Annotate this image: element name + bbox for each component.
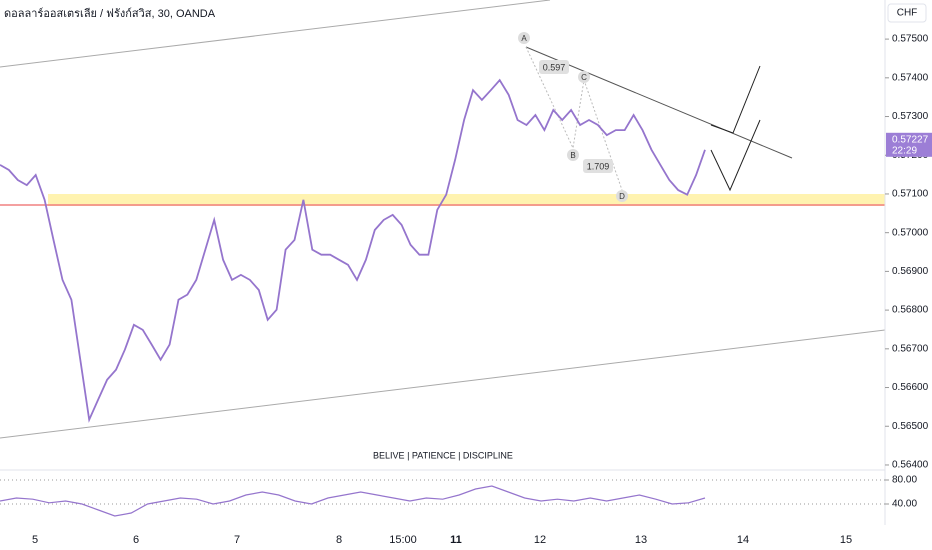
y-tick-label: 0.57500 <box>892 34 929 45</box>
y-tick-label: 0.57000 <box>892 227 929 238</box>
x-tick-label: 7 <box>234 534 240 546</box>
y-tick-label: 0.56600 <box>892 382 929 393</box>
last-price: 0.57227 <box>892 134 929 145</box>
point-label: B <box>570 151 575 160</box>
channel-bottom <box>0 329 886 439</box>
point-marker <box>567 149 579 161</box>
ratio-label: 1.709 <box>587 161 610 171</box>
point-marker <box>518 32 530 44</box>
x-tick-label: 6 <box>133 534 139 546</box>
chart-title: ดอลลาร์ออสเตรเลีย / ฟรังก์สวิส, 30, OAND… <box>4 7 216 20</box>
countdown: 22:29 <box>892 145 917 156</box>
support-zone <box>48 194 885 206</box>
point-label: A <box>521 34 527 43</box>
x-tick-label: 13 <box>635 534 647 546</box>
y-tick-label: 0.56800 <box>892 305 929 316</box>
x-tick-label: 12 <box>534 534 546 546</box>
x-tick-label: 11 <box>450 534 462 546</box>
ratio-box <box>539 60 569 74</box>
point-marker <box>616 190 628 202</box>
abcd-pattern <box>525 46 623 191</box>
y-tick-label: 0.56400 <box>892 460 929 471</box>
price-tag <box>886 132 932 157</box>
y-tick-label: 0.56900 <box>892 266 929 277</box>
projection-arrow <box>710 119 761 192</box>
watermark: BELIVE | PATIENCE | DISCIPLINE <box>373 450 513 460</box>
point-marker <box>578 71 590 83</box>
x-tick-label: 15 <box>840 534 852 546</box>
x-tick-label: 5 <box>32 534 38 546</box>
y-tick-label: 0.57400 <box>892 72 929 83</box>
currency-box[interactable] <box>887 3 927 23</box>
projection-arrow <box>710 65 761 134</box>
point-label: D <box>619 192 625 201</box>
price-line <box>0 78 706 423</box>
x-tick-label: 15:00 <box>389 534 417 546</box>
ratio-label: 0.597 <box>543 62 566 72</box>
currency: CHF <box>897 8 918 19</box>
y-tick-label: 0.57300 <box>892 111 929 122</box>
y-tick-label: 0.57100 <box>892 189 929 200</box>
y-tick-label: 40.00 <box>892 499 917 510</box>
point-label: C <box>581 73 587 82</box>
x-tick-label: 8 <box>336 534 342 546</box>
trend-line <box>525 46 793 159</box>
channel-top <box>0 0 551 68</box>
price-line <box>0 485 706 517</box>
ratio-box <box>583 159 613 173</box>
y-tick-label: 0.56500 <box>892 421 929 432</box>
x-tick-label: 14 <box>737 534 749 546</box>
y-tick-label: 80.00 <box>892 475 917 486</box>
y-tick-label: 0.56700 <box>892 343 929 354</box>
